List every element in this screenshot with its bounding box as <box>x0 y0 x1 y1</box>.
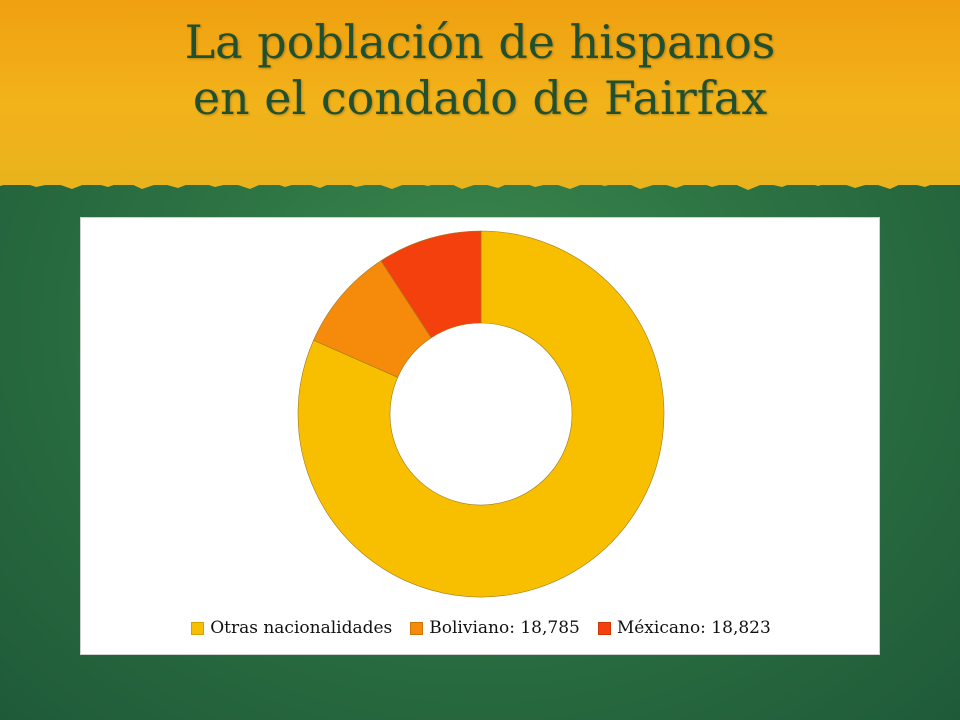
chart-legend: Otras nacionalidades Boliviano: 18,785 Méx… <box>81 618 881 638</box>
donut-chart <box>297 230 665 598</box>
slide-title-line-1: La población de hispanos <box>184 15 776 69</box>
legend-item-1: Otras nacionalidades <box>191 618 392 638</box>
legend-item-2: Boliviano: 18,785 <box>410 618 580 638</box>
slide-title-line-2: en el condado de Fairfax <box>192 71 768 125</box>
slide-title: La población de hispanos en el condado d… <box>0 14 960 126</box>
legend-swatch-1 <box>191 621 205 635</box>
legend-item-3: Méxicano: 18,823 <box>597 618 771 638</box>
legend-swatch-2 <box>410 621 424 635</box>
chart-panel: Otras nacionalidades Boliviano: 18,785 Méx… <box>80 217 880 655</box>
legend-label-3: Méxicano: 18,823 <box>616 618 771 638</box>
header-band <box>0 0 960 190</box>
header-rough-edge <box>0 171 960 190</box>
legend-label-2: Boliviano: 18,785 <box>429 618 580 638</box>
legend-swatch-3 <box>597 621 611 635</box>
legend-label-1: Otras nacionalidades <box>210 618 393 638</box>
donut-slice-3 <box>380 230 482 339</box>
donut-slice-1 <box>297 230 665 598</box>
